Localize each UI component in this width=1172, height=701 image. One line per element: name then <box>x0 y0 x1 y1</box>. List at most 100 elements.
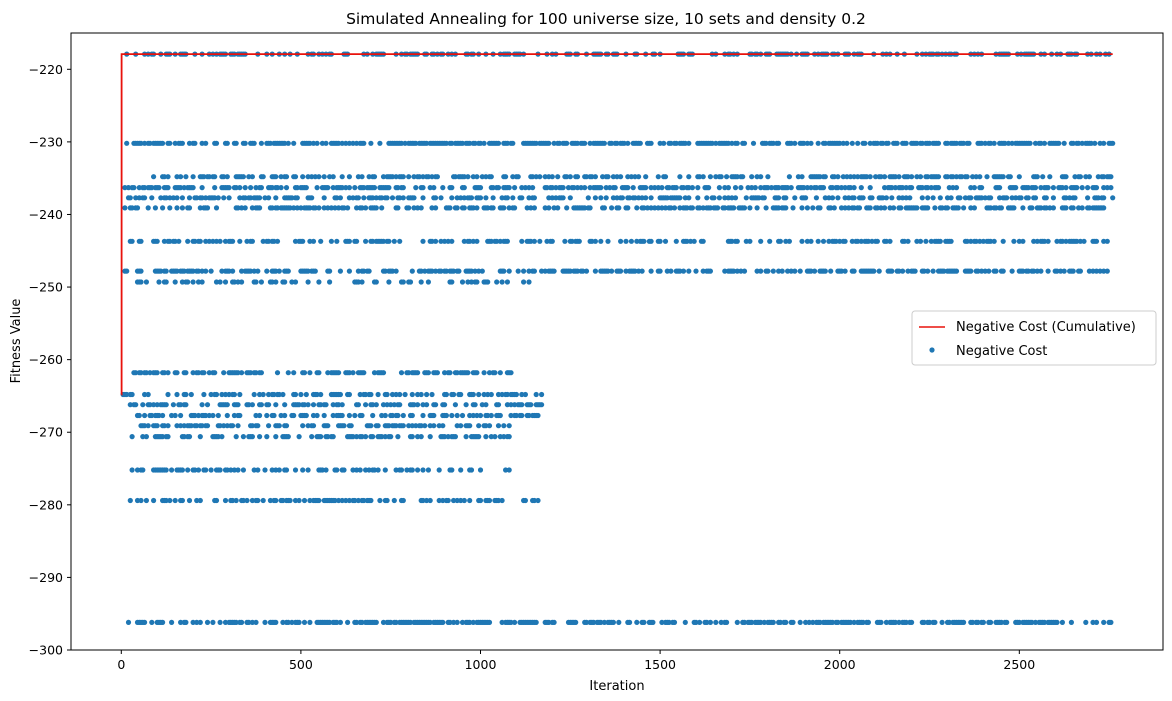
scatter-point <box>643 174 649 180</box>
scatter-point <box>716 195 723 201</box>
scatter-point <box>336 402 342 408</box>
scatter-point <box>363 205 369 211</box>
scatter-point <box>745 185 751 191</box>
scatter-point <box>325 205 331 211</box>
scatter-point <box>1013 185 1019 191</box>
scatter-point <box>519 195 525 201</box>
scatter-point <box>655 205 661 211</box>
scatter-point <box>979 268 985 274</box>
scatter-point <box>601 619 608 626</box>
scatter-point <box>461 195 467 201</box>
scatter-point <box>1009 268 1015 274</box>
scatter-point <box>587 205 593 211</box>
scatter-point <box>160 434 166 440</box>
scatter-point <box>758 174 764 180</box>
scatter-point <box>186 140 193 146</box>
scatter-point <box>831 174 837 180</box>
scatter-point <box>765 185 771 191</box>
scatter-point <box>476 434 482 440</box>
cumulative-cost-line <box>120 53 1113 396</box>
scatter-point <box>400 195 406 201</box>
scatter-point <box>925 268 931 274</box>
scatter-point <box>334 467 340 473</box>
scatter-point <box>539 268 545 274</box>
scatter-point <box>203 195 209 201</box>
scatter-point <box>919 195 925 201</box>
scatter-point <box>131 185 137 191</box>
scatter-point <box>267 497 273 504</box>
scatter-point <box>738 268 744 274</box>
scatter-point <box>576 238 582 244</box>
scatter-point <box>127 497 133 504</box>
scatter-point <box>598 195 604 201</box>
scatter-point <box>700 268 706 274</box>
scatter-point <box>1101 174 1107 180</box>
scatter-point <box>485 205 491 211</box>
scatter-point <box>291 140 297 146</box>
scatter-point <box>835 185 841 191</box>
scatter-point <box>163 268 169 274</box>
scatter-point <box>829 619 836 626</box>
scatter-point <box>535 412 541 419</box>
scatter-point <box>436 467 442 473</box>
scatter-point <box>912 268 918 274</box>
scatter-point <box>186 497 193 504</box>
scatter-point <box>172 497 178 504</box>
scatter-point <box>851 205 857 211</box>
scatter-point <box>197 434 203 440</box>
scatter-point <box>215 195 221 201</box>
scatter-point <box>336 370 342 376</box>
scatter-point <box>495 497 502 504</box>
scatter-point <box>133 195 139 201</box>
scatter-point <box>900 195 906 201</box>
scatter-point <box>242 195 248 201</box>
scatter-point <box>907 195 913 201</box>
scatter-point <box>556 140 563 146</box>
scatter-point <box>294 185 300 191</box>
scatter-point <box>490 195 496 201</box>
scatter-point <box>1020 268 1026 274</box>
scatter-point <box>1038 140 1044 146</box>
scatter-point <box>564 205 570 211</box>
scatter-point <box>230 238 236 244</box>
scatter-point <box>582 205 588 211</box>
scatter-point <box>829 195 836 201</box>
scatter-point <box>621 140 627 146</box>
scatter-point <box>151 497 157 504</box>
scatter-point <box>386 423 392 429</box>
scatter-point <box>490 185 496 191</box>
scatter-point <box>323 467 329 473</box>
scatter-point <box>555 174 561 180</box>
scatter-point <box>438 195 444 201</box>
scatter-point <box>1027 140 1033 146</box>
scatter-point <box>427 619 433 626</box>
scatter-point <box>449 412 455 419</box>
scatter-point <box>391 238 397 244</box>
scatter-point <box>348 423 354 429</box>
scatter-point <box>988 619 994 626</box>
scatter-point <box>1009 195 1015 201</box>
scatter-point <box>1061 140 1067 146</box>
scatter-point <box>944 140 951 146</box>
scatter-point <box>124 391 130 398</box>
scatter-point <box>786 174 793 180</box>
scatter-point <box>790 619 796 626</box>
scatter-point <box>208 391 214 398</box>
scatter-point <box>598 619 604 626</box>
scatter-point <box>140 467 146 473</box>
scatter-point <box>1086 268 1092 274</box>
scatter-point <box>283 174 290 180</box>
scatter-point <box>964 174 970 180</box>
scatter-point <box>810 205 816 211</box>
scatter-point <box>215 434 221 440</box>
scatter-point <box>1009 140 1015 146</box>
scatter-point <box>461 174 467 180</box>
scatter-point <box>860 195 866 201</box>
scatter-point <box>292 391 299 398</box>
scatter-point <box>309 195 315 201</box>
scatter-point <box>122 185 128 191</box>
scatter-point <box>467 423 473 429</box>
scatter-point <box>648 185 654 191</box>
scatter-point <box>650 619 656 626</box>
scatter-point <box>741 140 748 146</box>
